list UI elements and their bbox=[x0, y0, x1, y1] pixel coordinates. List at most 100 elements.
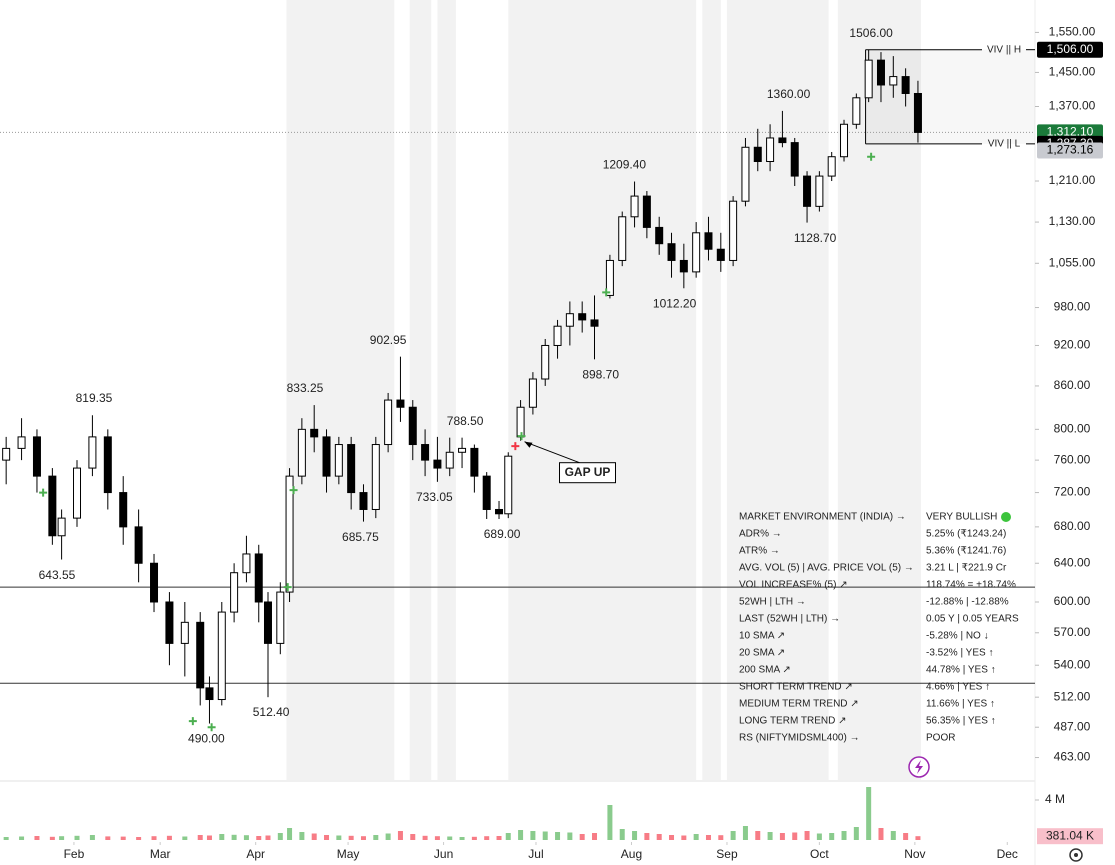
y-tick-label: 570.00 bbox=[1054, 625, 1091, 639]
buy-signal bbox=[517, 432, 526, 441]
x-tick-label: Nov bbox=[904, 847, 925, 861]
y-tick-label: 1,370.00 bbox=[1049, 99, 1096, 113]
y-tick-label: 600.00 bbox=[1054, 594, 1091, 608]
candle-body bbox=[276, 591, 285, 644]
pivot-label: 685.75 bbox=[342, 530, 379, 544]
info-key: ATR% → bbox=[739, 546, 780, 557]
viv-label: VIV || L bbox=[988, 138, 1021, 149]
volume-bar bbox=[592, 833, 598, 840]
candle-body bbox=[347, 444, 356, 494]
price-marker bbox=[1037, 41, 1103, 58]
candle-body bbox=[242, 553, 251, 574]
pivot-label: 819.35 bbox=[76, 391, 113, 405]
x-tick-label: May bbox=[337, 847, 360, 861]
x-tick-label: Jul bbox=[528, 847, 543, 861]
pivot-label: 833.25 bbox=[287, 381, 324, 395]
volume-bar bbox=[277, 833, 283, 840]
volume-bar bbox=[206, 835, 212, 840]
y-tick-label: 487.00 bbox=[1054, 719, 1091, 733]
volume-bar bbox=[903, 833, 909, 840]
candle-body bbox=[716, 248, 725, 261]
volume-bar bbox=[718, 835, 724, 840]
info-key: 52WH | LTH → bbox=[739, 597, 806, 608]
volume-bar bbox=[311, 833, 317, 840]
volume-bar bbox=[878, 828, 884, 840]
price-marker-label: 1,506.00 bbox=[1047, 42, 1094, 56]
volume-bar bbox=[136, 837, 142, 840]
x-tick-label: Oct bbox=[810, 847, 829, 861]
candle-body bbox=[48, 475, 57, 537]
x-tick-label: Feb bbox=[64, 847, 85, 861]
info-key: 200 SMA ↗ bbox=[739, 665, 791, 676]
candle-body bbox=[421, 444, 430, 461]
y-tick-label: 920.00 bbox=[1054, 338, 1091, 352]
volume-bar bbox=[579, 834, 585, 840]
candle-body bbox=[2, 447, 11, 461]
info-value: -12.88% | -12.88% bbox=[926, 597, 1009, 608]
volume-bar bbox=[166, 835, 172, 840]
candle-body bbox=[17, 436, 26, 449]
viv-box bbox=[866, 50, 1035, 144]
volume-bar bbox=[324, 835, 330, 840]
info-key: RS (NIFTYMIDSML400) → bbox=[739, 733, 860, 744]
y-tick-label: 1,130.00 bbox=[1049, 214, 1096, 228]
buy-signal bbox=[867, 152, 876, 161]
info-key: LAST (52WH | LTH) → bbox=[739, 614, 840, 625]
volume-bar bbox=[505, 833, 511, 840]
volume-bar bbox=[120, 836, 126, 840]
pivot-label: 1360.00 bbox=[767, 87, 811, 101]
buy-signal bbox=[602, 288, 611, 297]
volume-bar bbox=[567, 832, 573, 840]
info-key: SHORT TERM TREND ↗ bbox=[739, 682, 853, 693]
info-key: MARKET ENVIRONMENT (INDIA) → bbox=[739, 512, 906, 523]
info-key: LONG TERM TREND ↗ bbox=[739, 716, 846, 727]
settings-button[interactable] bbox=[1069, 848, 1083, 862]
candle-body bbox=[396, 399, 405, 408]
volume-bar bbox=[348, 835, 354, 840]
volume-bar bbox=[644, 833, 650, 840]
pivot-label: 733.05 bbox=[416, 490, 453, 504]
price-marker-label: 1,273.16 bbox=[1047, 143, 1094, 157]
viv-label: VIV || H bbox=[987, 44, 1021, 55]
pivot-label: 1012.20 bbox=[653, 296, 697, 310]
volume-bar bbox=[360, 836, 366, 840]
volume-bar bbox=[804, 831, 810, 840]
info-key: VOL INCREASE% (5) ↗ bbox=[739, 580, 848, 591]
candle-body bbox=[729, 200, 738, 261]
candle-body bbox=[528, 378, 537, 408]
volume-bar bbox=[866, 787, 872, 840]
info-value: VERY BULLISH bbox=[926, 512, 997, 523]
candle-body bbox=[165, 601, 174, 644]
shaded-range bbox=[409, 0, 432, 780]
candle-body bbox=[297, 428, 306, 477]
candle-body bbox=[32, 436, 41, 477]
y-tick-label: 1,450.00 bbox=[1049, 65, 1096, 79]
candle-body bbox=[889, 76, 898, 86]
annotation-box bbox=[559, 462, 617, 484]
shaded-range bbox=[702, 0, 721, 780]
x-tick-label: Mar bbox=[150, 847, 171, 861]
x-tick-label: Dec bbox=[997, 847, 1018, 861]
volume-bar bbox=[256, 836, 262, 840]
candle-body bbox=[134, 526, 143, 564]
volume-bar bbox=[447, 836, 453, 840]
x-tick-label: Sep bbox=[716, 847, 738, 861]
candle-body bbox=[482, 475, 491, 510]
y-tick-label: 860.00 bbox=[1054, 378, 1091, 392]
candle-body bbox=[565, 313, 574, 327]
volume-bar bbox=[816, 833, 822, 840]
candle-body bbox=[180, 621, 189, 644]
volume-bar bbox=[287, 828, 293, 840]
buy-signal bbox=[289, 486, 298, 495]
volume-bar bbox=[434, 836, 440, 840]
candle-body bbox=[815, 175, 824, 207]
candle-body bbox=[753, 146, 762, 163]
candle-body bbox=[334, 444, 343, 477]
volume-tick-label: 4 M bbox=[1045, 792, 1065, 806]
info-value: 44.78% | YES ↑ bbox=[926, 665, 996, 676]
volume-bar bbox=[336, 835, 342, 840]
buy-signal bbox=[207, 723, 216, 732]
candle-body bbox=[384, 399, 393, 446]
candle-body bbox=[913, 92, 922, 133]
shaded-range bbox=[726, 0, 829, 780]
